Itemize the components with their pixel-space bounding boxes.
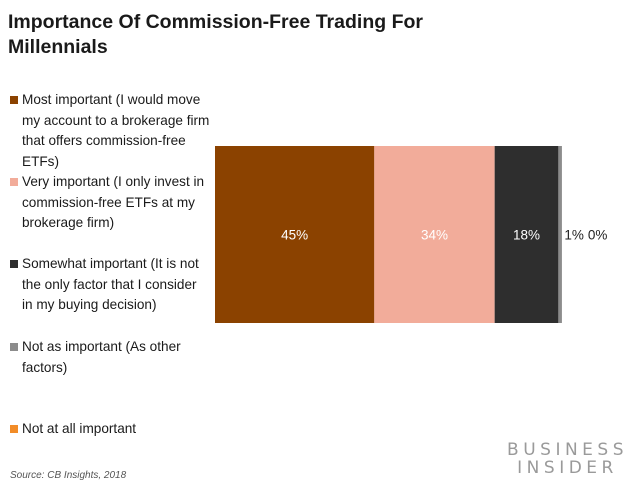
bar-segment-somewhat-important xyxy=(494,146,559,323)
legend-swatch-very-important xyxy=(10,178,18,186)
legend-item-not-at-all-important: Not at all important xyxy=(10,419,210,440)
legend-label-most-important: Most important (I would move my account … xyxy=(22,92,210,169)
bar-segment-very-important xyxy=(374,146,495,323)
bar-label-very-important: 34% xyxy=(421,228,448,243)
legend-item-most-important: Most important (I would move my account … xyxy=(10,90,210,172)
legend-item-very-important: Very important (I only invest in commiss… xyxy=(10,172,210,234)
legend-label-somewhat-important: Somewhat important (It is not the only f… xyxy=(22,256,199,312)
source-note: Source: CB Insights, 2018 xyxy=(10,470,127,481)
bar-label-most-important: 45% xyxy=(281,228,308,243)
legend-item-somewhat-important: Somewhat important (It is not the only f… xyxy=(10,254,210,316)
legend-swatch-not-at-all-important xyxy=(10,425,18,433)
logo-line-1: BUSINESS xyxy=(507,440,628,460)
legend-label-very-important: Very important (I only invest in commiss… xyxy=(22,174,205,230)
bar-label-somewhat-important: 18% xyxy=(513,228,540,243)
bar-label-not-at-all-important: 0% xyxy=(588,228,608,243)
legend-label-not-at-all-important: Not at all important xyxy=(22,421,137,436)
chart-title: Importance Of Commission-Free Trading Fo… xyxy=(8,11,423,58)
legend-swatch-somewhat-important xyxy=(10,260,18,268)
business-insider-logo: BUSINESS INSIDER xyxy=(507,441,628,477)
bar-segment-most-important xyxy=(215,146,375,323)
logo-line-2: INSIDER xyxy=(517,458,618,478)
legend-label-not-as-important: Not as important (As other factors) xyxy=(22,339,181,375)
bar-label-not-as-important: 1% xyxy=(564,228,584,243)
legend-item-not-as-important: Not as important (As other factors) xyxy=(10,337,210,378)
bar-segment-not-as-important xyxy=(558,146,562,323)
legend-swatch-not-as-important xyxy=(10,343,18,351)
legend-swatch-most-important xyxy=(10,96,18,104)
